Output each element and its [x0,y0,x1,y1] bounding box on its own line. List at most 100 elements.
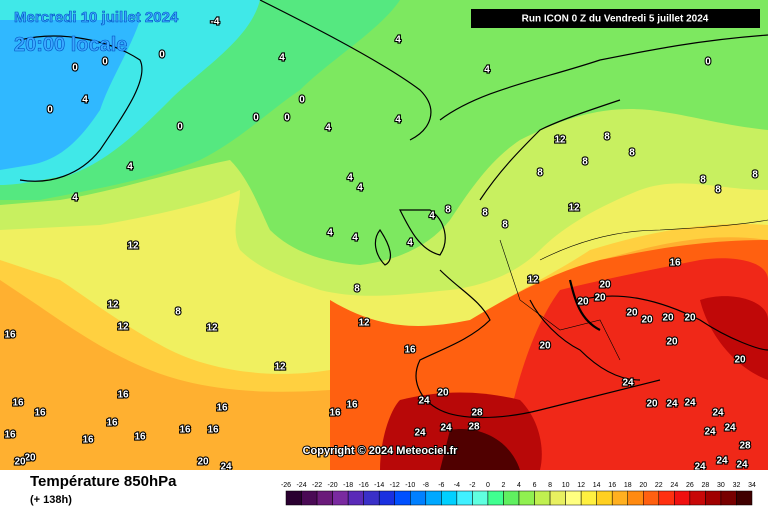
contour-label: 16 [106,418,118,429]
contour-label: 0 [47,105,53,116]
contour-label: 20 [684,313,696,324]
contour-label: 8 [700,175,706,186]
colorbar-cell [596,490,613,506]
contour-label: 20 [666,337,678,348]
contour-label: 20 [599,280,611,291]
contour-label: 8 [482,208,488,219]
contour-label: 16 [179,425,191,436]
colorbar-label: -10 [405,482,415,489]
colorbar: -26 -24 -22 -20 -18 -16 -14 -12 -10 -8 -6 -4 -2 0 2 4 6 8… [281,482,756,506]
contour-label: 20 [662,313,674,324]
colorbar-label: 10 [562,482,570,489]
colorbar-label: 2 [502,482,506,489]
contour-label: 20 [641,315,653,326]
colorbar-cell [472,490,489,506]
colorbar-label: -16 [359,482,369,489]
contour-label: 0 [159,50,165,61]
contour-label: 24 [684,398,696,409]
colorbar-label: 16 [608,482,616,489]
contour-label: 24 [704,427,716,438]
colorbar-label: -24 [296,482,306,489]
contour-label: 24 [712,408,724,419]
contour-label: 12 [274,362,286,373]
colorbar-cell [425,490,442,506]
coastlines [19,0,768,419]
colorbar-label: 12 [577,482,585,489]
colorbar-cell [736,490,753,506]
colorbar-cell [503,490,520,506]
colorbar-label: -22 [312,482,322,489]
contour-label: 8 [354,284,360,295]
colorbar-label: 30 [717,482,725,489]
contour-label: 20 [437,388,449,399]
contour-label: 0 [299,95,305,106]
colorbar-cell [565,490,582,506]
contour-label: 12 [554,135,566,146]
contour-label: 4 [395,115,401,126]
colorbar-cell [643,490,660,506]
contour-label: 4 [72,193,78,204]
colorbar-label: -26 [281,482,291,489]
contour-label: 4 [347,173,353,184]
lead-time: (+ 138h) [30,494,72,506]
contour-label: 28 [471,408,483,419]
colorbar-cell [332,490,349,506]
colorbar-cell [627,490,644,506]
colorbar-cell [689,490,706,506]
contour-label: 20 [14,457,26,468]
contour-label: 0 [102,57,108,68]
contour-label: 0 [177,122,183,133]
contour-label: 16 [216,403,228,414]
colorbar-cell [347,490,364,506]
contour-label: 24 [622,378,634,389]
contour-label: 8 [502,220,508,231]
colorbar-cell [580,490,597,506]
colorbar-cell [720,490,737,506]
colorbar-cell [301,490,318,506]
colorbar-label: 18 [624,482,632,489]
colorbar-cell [363,490,380,506]
date-title: Mercredi 10 juillet 2024 [14,9,179,26]
contour-label: 8 [604,132,610,143]
copyright: Copyright © 2024 Meteociel.fr [303,445,459,457]
colorbar-label: -2 [469,482,475,489]
colorbar-label: 26 [686,482,694,489]
run-box [471,9,760,28]
contour-label: 4 [407,238,413,249]
contour-label: 24 [440,423,452,434]
contour-label: 28 [468,422,480,433]
contour-label: 16 [207,425,219,436]
contour-label: 20 [24,453,36,464]
contour-label: 8 [715,185,721,196]
colorbar-label: -20 [328,482,338,489]
contour-label: 0 [253,113,259,124]
contour-label: 8 [752,170,758,181]
colorbar-label: 34 [748,482,756,489]
contour-label: 4 [325,123,331,134]
colorbar-cell [456,490,473,506]
contour-label: 12 [107,300,119,311]
contour-label: 4 [82,95,88,106]
colorbar-cell [549,490,566,506]
contour-label: 16 [346,400,358,411]
colorbar-cell [285,490,302,506]
contour-label: 28 [739,441,751,452]
contour-label: 4 [352,233,358,244]
contour-label: 16 [669,258,681,269]
contour-label: 20 [734,355,746,366]
contour-label: 16 [404,345,416,356]
colorbar-label: -12 [390,482,400,489]
contour-label: 0 [284,113,290,124]
contour-label: 24 [414,428,426,439]
contour-label: 12 [568,203,580,214]
colorbar-label: 4 [517,482,521,489]
contour-label: 20 [539,341,551,352]
colorbar-cell [518,490,535,506]
contour-label: 16 [134,432,146,443]
colorbar-cell [394,490,411,506]
contour-label: 20 [626,308,638,319]
contour-label: 16 [82,435,94,446]
